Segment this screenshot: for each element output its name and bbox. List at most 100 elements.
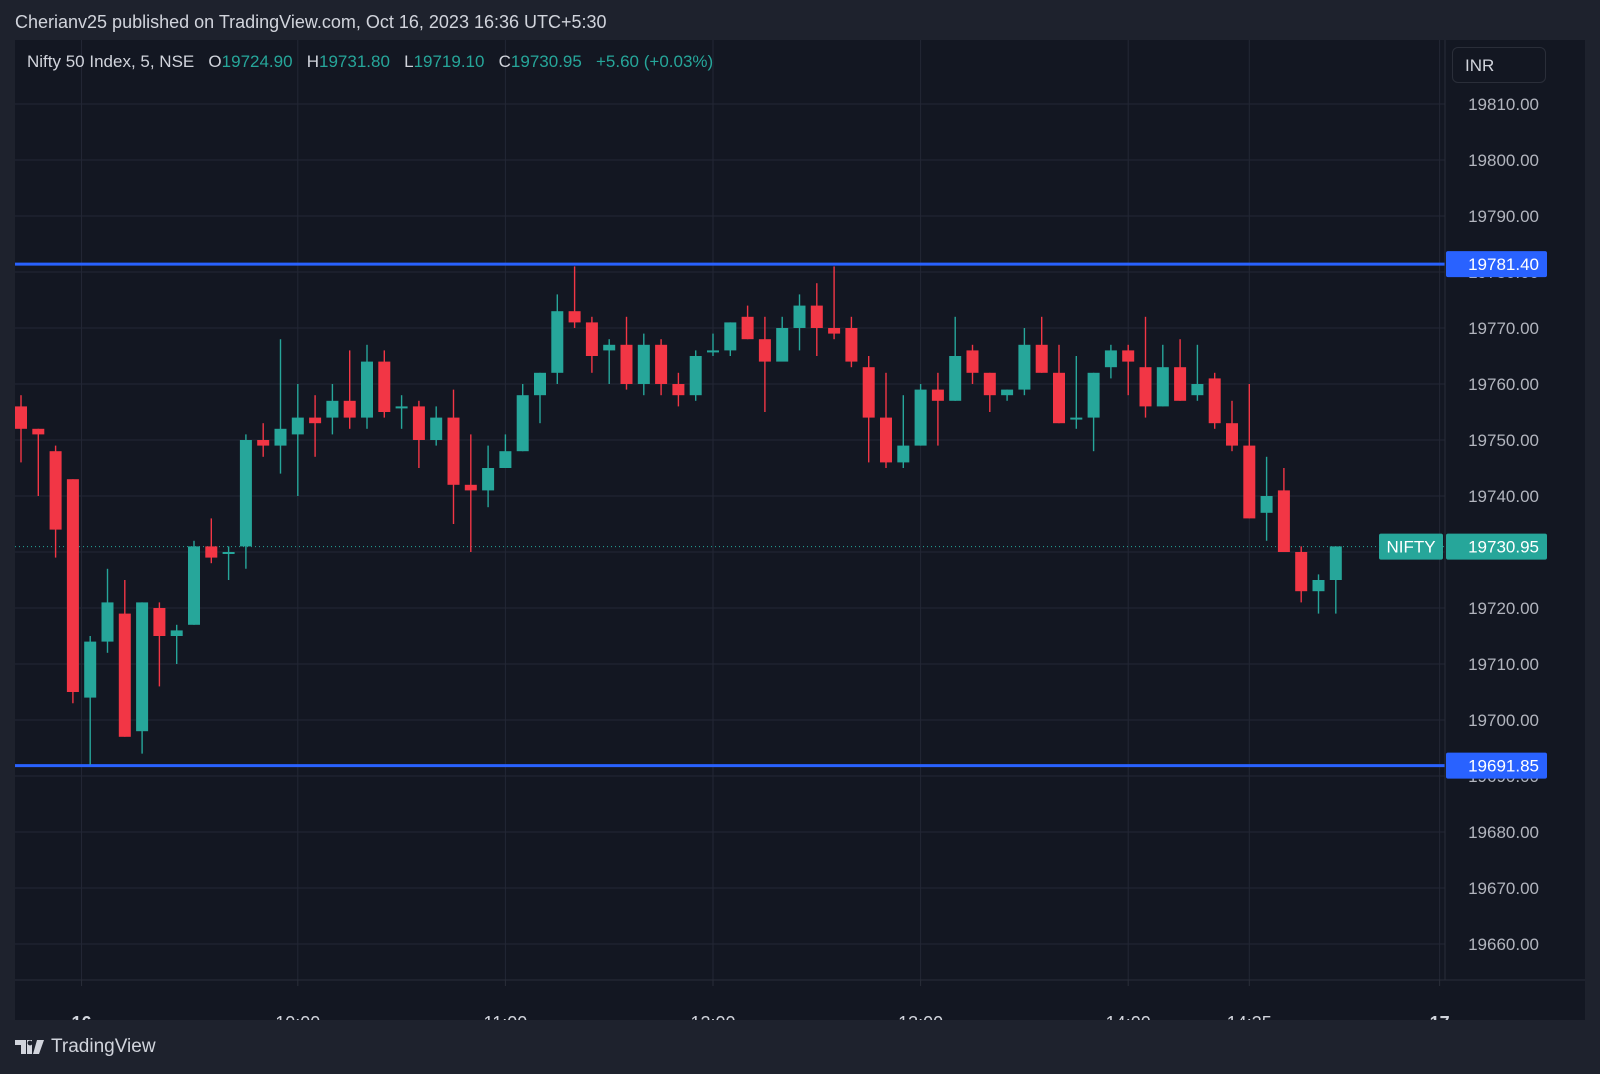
price-tick-label: 19700.00 <box>1468 711 1539 730</box>
candle-body[interactable] <box>1001 389 1014 396</box>
time-tick-label: 14:00 <box>1106 1013 1151 1020</box>
candle-body[interactable] <box>707 350 719 353</box>
candle-body[interactable] <box>741 316 754 340</box>
grid-lines <box>15 40 1445 980</box>
candle-body[interactable] <box>966 350 979 373</box>
candle-body[interactable] <box>499 451 512 468</box>
candle-body[interactable] <box>291 417 304 435</box>
candle-body[interactable] <box>1156 367 1169 407</box>
candle-body[interactable] <box>343 400 356 418</box>
candle-body[interactable] <box>118 613 131 737</box>
candle-body[interactable] <box>101 602 114 642</box>
symbol-name[interactable]: Nifty 50 Index, 5, NSE <box>27 52 195 71</box>
candle-body[interactable] <box>1208 378 1221 424</box>
candle-body[interactable] <box>205 546 218 558</box>
candle-body[interactable] <box>585 322 598 356</box>
horizontal-levels <box>15 262 1445 768</box>
candle-body[interactable] <box>880 417 892 463</box>
candle-body[interactable] <box>1174 367 1187 401</box>
candle-body[interactable] <box>447 417 460 485</box>
candle-body[interactable] <box>136 602 149 732</box>
candle-body[interactable] <box>170 630 183 636</box>
candle-body[interactable] <box>620 344 633 384</box>
candle-body[interactable] <box>793 305 806 328</box>
candle-body[interactable] <box>1139 367 1152 407</box>
candle-body[interactable] <box>49 451 62 530</box>
candle-body[interactable] <box>378 361 391 412</box>
candle-body[interactable] <box>637 344 650 384</box>
candle-body[interactable] <box>361 361 373 418</box>
symbol-label: NIFTY <box>1386 538 1435 557</box>
candle-body[interactable] <box>949 356 962 401</box>
candle-body[interactable] <box>274 428 287 446</box>
candle-body[interactable] <box>309 417 322 424</box>
candle-body[interactable] <box>983 372 996 396</box>
candle-body[interactable] <box>430 417 443 440</box>
level-price-label: 19691.85 <box>1468 757 1539 776</box>
candle-body[interactable] <box>1260 496 1273 513</box>
ohlc-legend: Nifty 50 Index, 5, NSE O19724.90 H19731.… <box>27 52 713 72</box>
candle-body[interactable] <box>1087 372 1100 418</box>
candle-body[interactable] <box>776 328 789 362</box>
candle-body[interactable] <box>1070 417 1083 420</box>
candle-body[interactable] <box>1226 423 1238 446</box>
last-price-badge <box>1446 533 1547 560</box>
candle-body[interactable] <box>603 344 616 351</box>
candle-body[interactable] <box>1329 546 1342 580</box>
candle-body[interactable] <box>724 322 737 351</box>
currency-button[interactable]: INR <box>1452 47 1546 83</box>
candle-body[interactable] <box>1295 552 1308 592</box>
candle-body[interactable] <box>1191 384 1204 396</box>
candle-body[interactable] <box>257 440 270 446</box>
candle-body[interactable] <box>689 356 702 396</box>
candle-body[interactable] <box>758 339 771 362</box>
candle-body[interactable] <box>828 328 841 334</box>
time-axis: 16 10:00 11:00 12:00 13:00 14:00 14:35 17 <box>15 979 1585 1020</box>
candle-body[interactable] <box>810 305 823 328</box>
low-value: 19719.10 <box>413 52 485 71</box>
candle-body[interactable] <box>568 311 581 323</box>
candle-body[interactable] <box>482 468 495 491</box>
candle-body[interactable] <box>672 384 685 396</box>
candle-body[interactable] <box>1277 490 1290 552</box>
time-tick-label: 17 <box>1430 1013 1450 1020</box>
candle-body[interactable] <box>551 311 564 373</box>
candle-body[interactable] <box>222 552 235 554</box>
candle-body[interactable] <box>1035 344 1048 373</box>
candle-body[interactable] <box>1243 445 1256 519</box>
candle-body[interactable] <box>464 484 477 491</box>
published-by-text: Cherianv25 published on TradingView.com,… <box>15 12 607 32</box>
candle-body[interactable] <box>15 406 27 429</box>
time-tick-label: 11:00 <box>484 1013 528 1020</box>
candle-body[interactable] <box>655 344 668 384</box>
candle-body[interactable] <box>1018 344 1031 390</box>
price-tick-label: 19660.00 <box>1468 935 1539 954</box>
candle-body[interactable] <box>1104 350 1117 368</box>
candlestick-chart[interactable]: 19810.0019800.0019790.0019780.0019770.00… <box>15 40 1585 1020</box>
candle-body[interactable] <box>914 389 927 446</box>
candle-body[interactable] <box>188 546 200 625</box>
tradingview-logo[interactable]: TradingView <box>15 1036 156 1058</box>
candle-body[interactable] <box>153 608 166 636</box>
chart-pane[interactable] <box>15 40 1585 1020</box>
candle-body[interactable] <box>412 406 425 440</box>
candle-body[interactable] <box>66 479 79 692</box>
candle-body[interactable] <box>534 372 546 396</box>
candle-body[interactable] <box>516 395 529 452</box>
time-tick-label: 13:00 <box>898 1013 943 1020</box>
candle-body[interactable] <box>1312 580 1325 592</box>
candle-body[interactable] <box>862 367 875 418</box>
candle-body[interactable] <box>931 389 944 401</box>
price-tick-label: 19710.00 <box>1468 655 1539 674</box>
candle-body[interactable] <box>845 328 858 362</box>
candle-body[interactable] <box>1053 372 1065 424</box>
candles <box>15 266 1342 765</box>
high-label: H <box>306 52 320 71</box>
candle-body[interactable] <box>32 428 45 435</box>
candle-body[interactable] <box>897 445 910 463</box>
candle-body[interactable] <box>84 641 97 698</box>
candle-body[interactable] <box>395 406 408 409</box>
candle-body[interactable] <box>239 440 252 547</box>
candle-body[interactable] <box>326 400 339 418</box>
candle-body[interactable] <box>1122 350 1135 362</box>
